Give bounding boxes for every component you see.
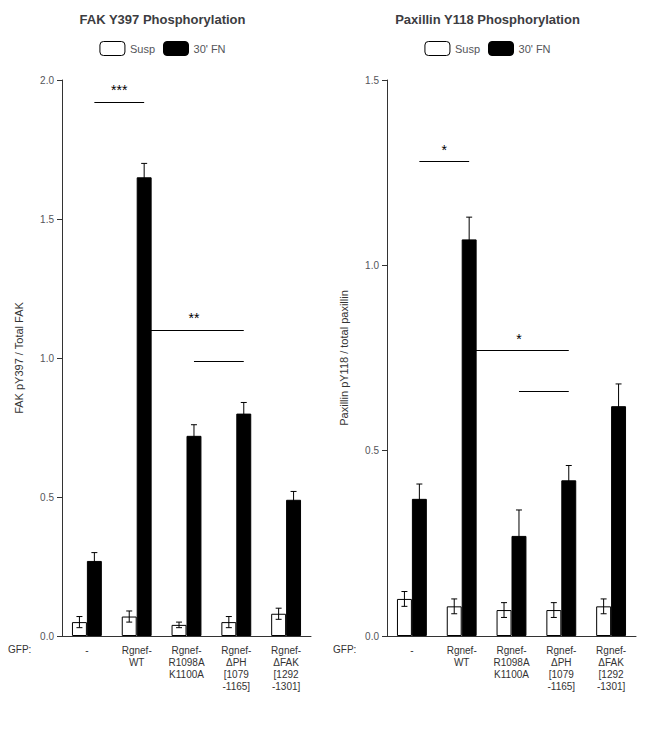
svg-text:GFP:: GFP:: [8, 644, 31, 655]
svg-text:WT: WT: [129, 657, 145, 668]
svg-text:-1165]: -1165]: [222, 681, 250, 692]
svg-text:2.0: 2.0: [40, 75, 54, 86]
svg-text:-1301]: -1301]: [597, 681, 626, 692]
svg-text:[1079: [1079: [224, 669, 249, 680]
svg-text:WT: WT: [454, 657, 470, 668]
svg-text:0.5: 0.5: [365, 445, 379, 456]
svg-text:*: *: [516, 331, 522, 347]
svg-text:-1165]: -1165]: [547, 681, 575, 692]
svg-text:R1098A: R1098A: [168, 657, 204, 668]
svg-text:Rgnef-: Rgnef-: [496, 645, 526, 656]
svg-text:1.0: 1.0: [40, 353, 54, 364]
svg-text:Rgnef-: Rgnef-: [271, 645, 301, 656]
svg-text:***: ***: [111, 82, 128, 98]
svg-text:-: -: [410, 645, 413, 656]
svg-text:[1292: [1292: [274, 669, 299, 680]
svg-text:30' FN: 30' FN: [194, 43, 226, 55]
svg-text:Susp: Susp: [130, 43, 155, 55]
svg-text:Susp: Susp: [455, 43, 480, 55]
svg-text:0.0: 0.0: [40, 631, 54, 642]
svg-text:FAK pY397 / Total FAK: FAK pY397 / Total FAK: [13, 301, 25, 413]
svg-text:FAK Y397 Phosphorylation: FAK Y397 Phosphorylation: [80, 12, 246, 27]
svg-text:0.5: 0.5: [40, 492, 54, 503]
svg-text:1.5: 1.5: [40, 214, 54, 225]
svg-text:R1098A: R1098A: [493, 657, 529, 668]
svg-text:ΔFAK: ΔFAK: [273, 657, 299, 668]
svg-text:[1079: [1079: [549, 669, 574, 680]
svg-text:Paxillin pY118 / total paxilli: Paxillin pY118 / total paxillin: [338, 290, 350, 426]
svg-text:[1292: [1292: [599, 669, 624, 680]
svg-text:Rgnef-: Rgnef-: [171, 645, 201, 656]
svg-text:ΔFAK: ΔFAK: [598, 657, 624, 668]
svg-text:Paxillin Y118 Phosphorylation: Paxillin Y118 Phosphorylation: [395, 12, 580, 27]
svg-text:Rgnef-: Rgnef-: [596, 645, 626, 656]
svg-text:GFP:: GFP:: [333, 644, 356, 655]
svg-text:-1301]: -1301]: [272, 681, 301, 692]
svg-text:30' FN: 30' FN: [519, 43, 551, 55]
svg-text:Rgnef-: Rgnef-: [447, 645, 477, 656]
svg-text:K1100A: K1100A: [169, 669, 204, 680]
svg-text:-: -: [85, 645, 88, 656]
svg-text:**: **: [189, 310, 200, 326]
svg-text:*: *: [442, 142, 448, 158]
svg-text:1.0: 1.0: [365, 260, 379, 271]
svg-text:ΔPH: ΔPH: [226, 657, 247, 668]
svg-text:0.0: 0.0: [365, 631, 379, 642]
svg-text:Rgnef-: Rgnef-: [221, 645, 251, 656]
svg-text:ΔPH: ΔPH: [551, 657, 572, 668]
svg-text:Rgnef-: Rgnef-: [546, 645, 576, 656]
svg-text:1.5: 1.5: [365, 75, 379, 86]
svg-text:K1100A: K1100A: [494, 669, 529, 680]
svg-text:Rgnef-: Rgnef-: [122, 645, 152, 656]
